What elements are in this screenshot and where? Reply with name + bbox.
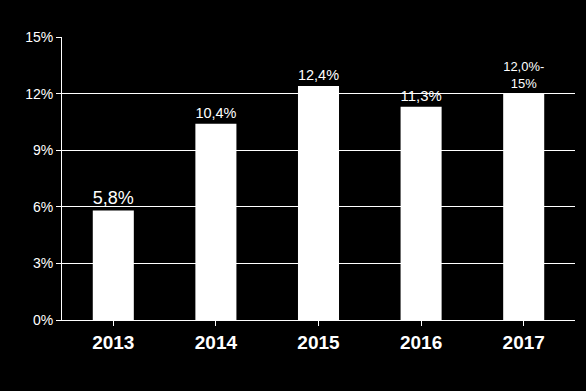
svg-text:11,3%: 11,3%: [401, 88, 442, 104]
svg-text:5,8%: 5,8%: [93, 188, 134, 208]
svg-text:6%: 6%: [33, 199, 53, 215]
svg-text:9%: 9%: [33, 142, 53, 158]
svg-text:3%: 3%: [33, 255, 53, 271]
svg-text:2015: 2015: [297, 332, 340, 353]
svg-text:12%: 12%: [25, 86, 53, 102]
svg-text:0%: 0%: [33, 312, 53, 328]
svg-text:2016: 2016: [400, 332, 442, 353]
svg-text:10,4%: 10,4%: [195, 105, 236, 121]
svg-text:2014: 2014: [195, 332, 238, 353]
svg-text:2013: 2013: [92, 332, 134, 353]
svg-text:15%: 15%: [25, 29, 53, 45]
svg-text:12,0%-15%: 12,0%-15%: [503, 59, 544, 91]
svg-text:2017: 2017: [503, 332, 545, 353]
svg-text:12,4%: 12,4%: [298, 67, 339, 83]
